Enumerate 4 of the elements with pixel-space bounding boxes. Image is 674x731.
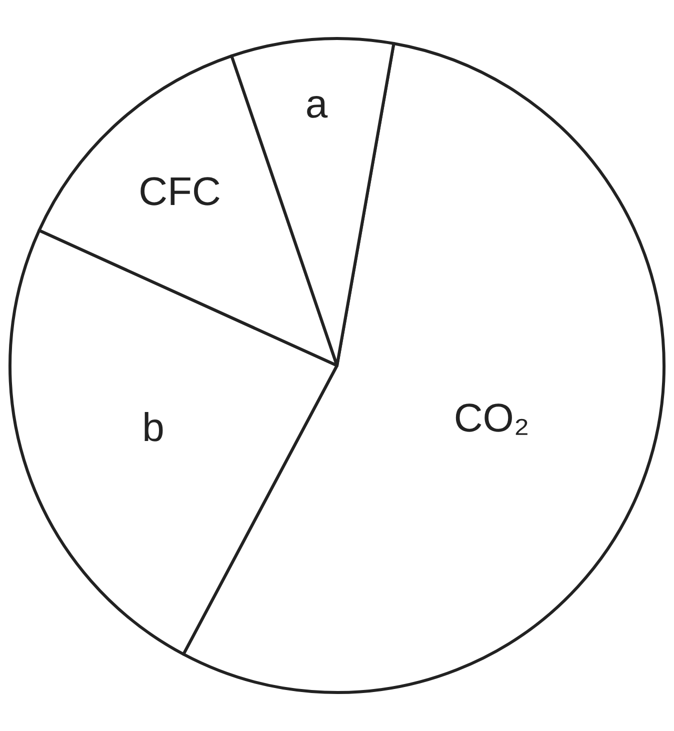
slice-label: CFC [138,170,221,214]
slice-label: a [305,82,328,126]
slice-label: b [142,406,164,450]
slice-label: CO₂ [454,396,530,441]
